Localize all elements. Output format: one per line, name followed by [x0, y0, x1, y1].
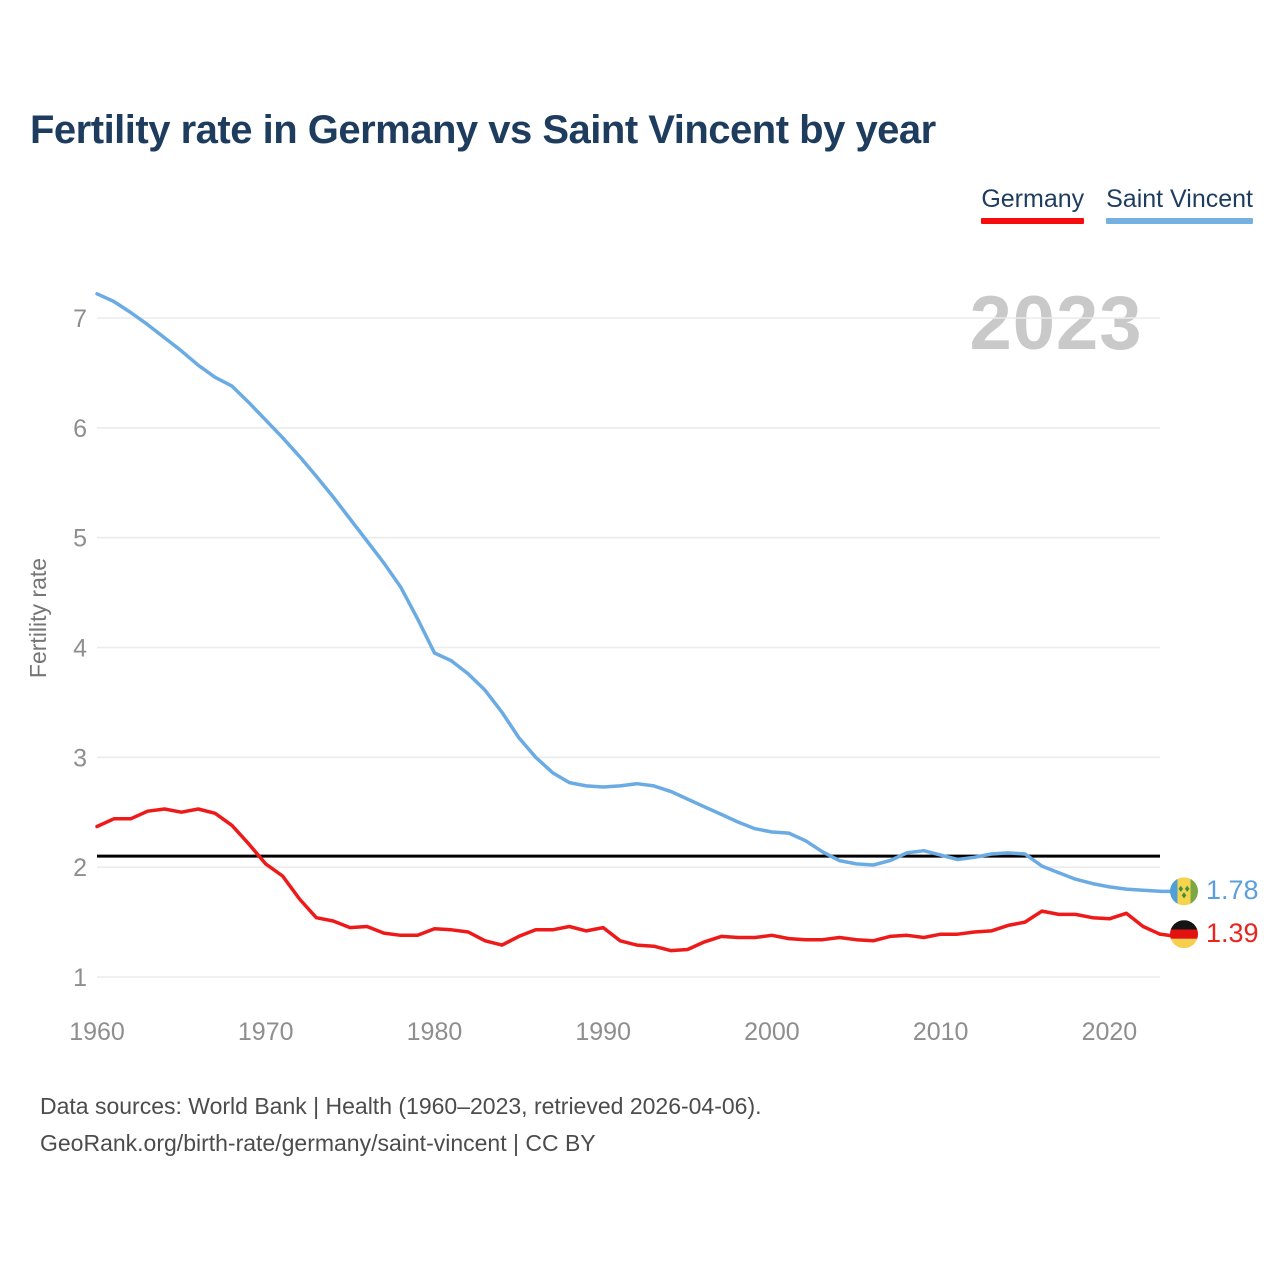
y-tick-label-5: 5 [73, 525, 87, 553]
x-tick-label-2010: 2010 [913, 1018, 969, 1046]
legend-bar-saint-vincent [1106, 218, 1253, 224]
page-title: Fertility rate in Germany vs Saint Vince… [30, 108, 936, 152]
y-tick-label-2: 2 [73, 854, 87, 882]
footer-attribution: GeoRank.org/birth-rate/germany/saint-vin… [40, 1130, 596, 1156]
legend-item-germany[interactable]: Germany [981, 185, 1085, 224]
legend-label-germany: Germany [981, 185, 1085, 213]
x-tick-label-1980: 1980 [407, 1018, 463, 1046]
y-tick-label-7: 7 [73, 305, 87, 333]
saint-vincent-line [95, 292, 1162, 894]
germany-line [95, 807, 1162, 953]
germany-connector [1158, 932, 1173, 938]
y-tick-label-3: 3 [73, 744, 87, 772]
legend-label-saint-vincent: Saint Vincent [1106, 185, 1253, 213]
germany-flag-icon [1170, 920, 1198, 949]
legend-item-saint-vincent[interactable]: Saint Vincent [1106, 185, 1253, 224]
watermark-year: 2023 [969, 281, 1143, 366]
x-tick-label-2020: 2020 [1082, 1018, 1138, 1046]
footer-sources: Data sources: World Bank | Health (1960–… [40, 1093, 762, 1119]
x-tick-label-2000: 2000 [744, 1018, 800, 1046]
germany-value-label: 1.39 [1206, 918, 1259, 948]
footer: Data sources: World Bank | Health (1960–… [40, 1088, 762, 1162]
legend: Germany Saint Vincent [981, 185, 1253, 224]
x-tick-label-1990: 1990 [575, 1018, 631, 1046]
legend-bar-germany [981, 218, 1085, 224]
y-axis-title: Fertility rate [25, 558, 51, 678]
y-tick-label-4: 4 [73, 634, 87, 662]
y-tick-label-6: 6 [73, 415, 87, 443]
y-tick-label-1: 1 [73, 964, 87, 992]
x-tick-label-1960: 1960 [69, 1018, 125, 1046]
saint-vincent-flag-icon [1170, 877, 1198, 906]
saint-vincent-value-label: 1.78 [1206, 875, 1259, 905]
x-tick-label-1970: 1970 [238, 1018, 294, 1046]
